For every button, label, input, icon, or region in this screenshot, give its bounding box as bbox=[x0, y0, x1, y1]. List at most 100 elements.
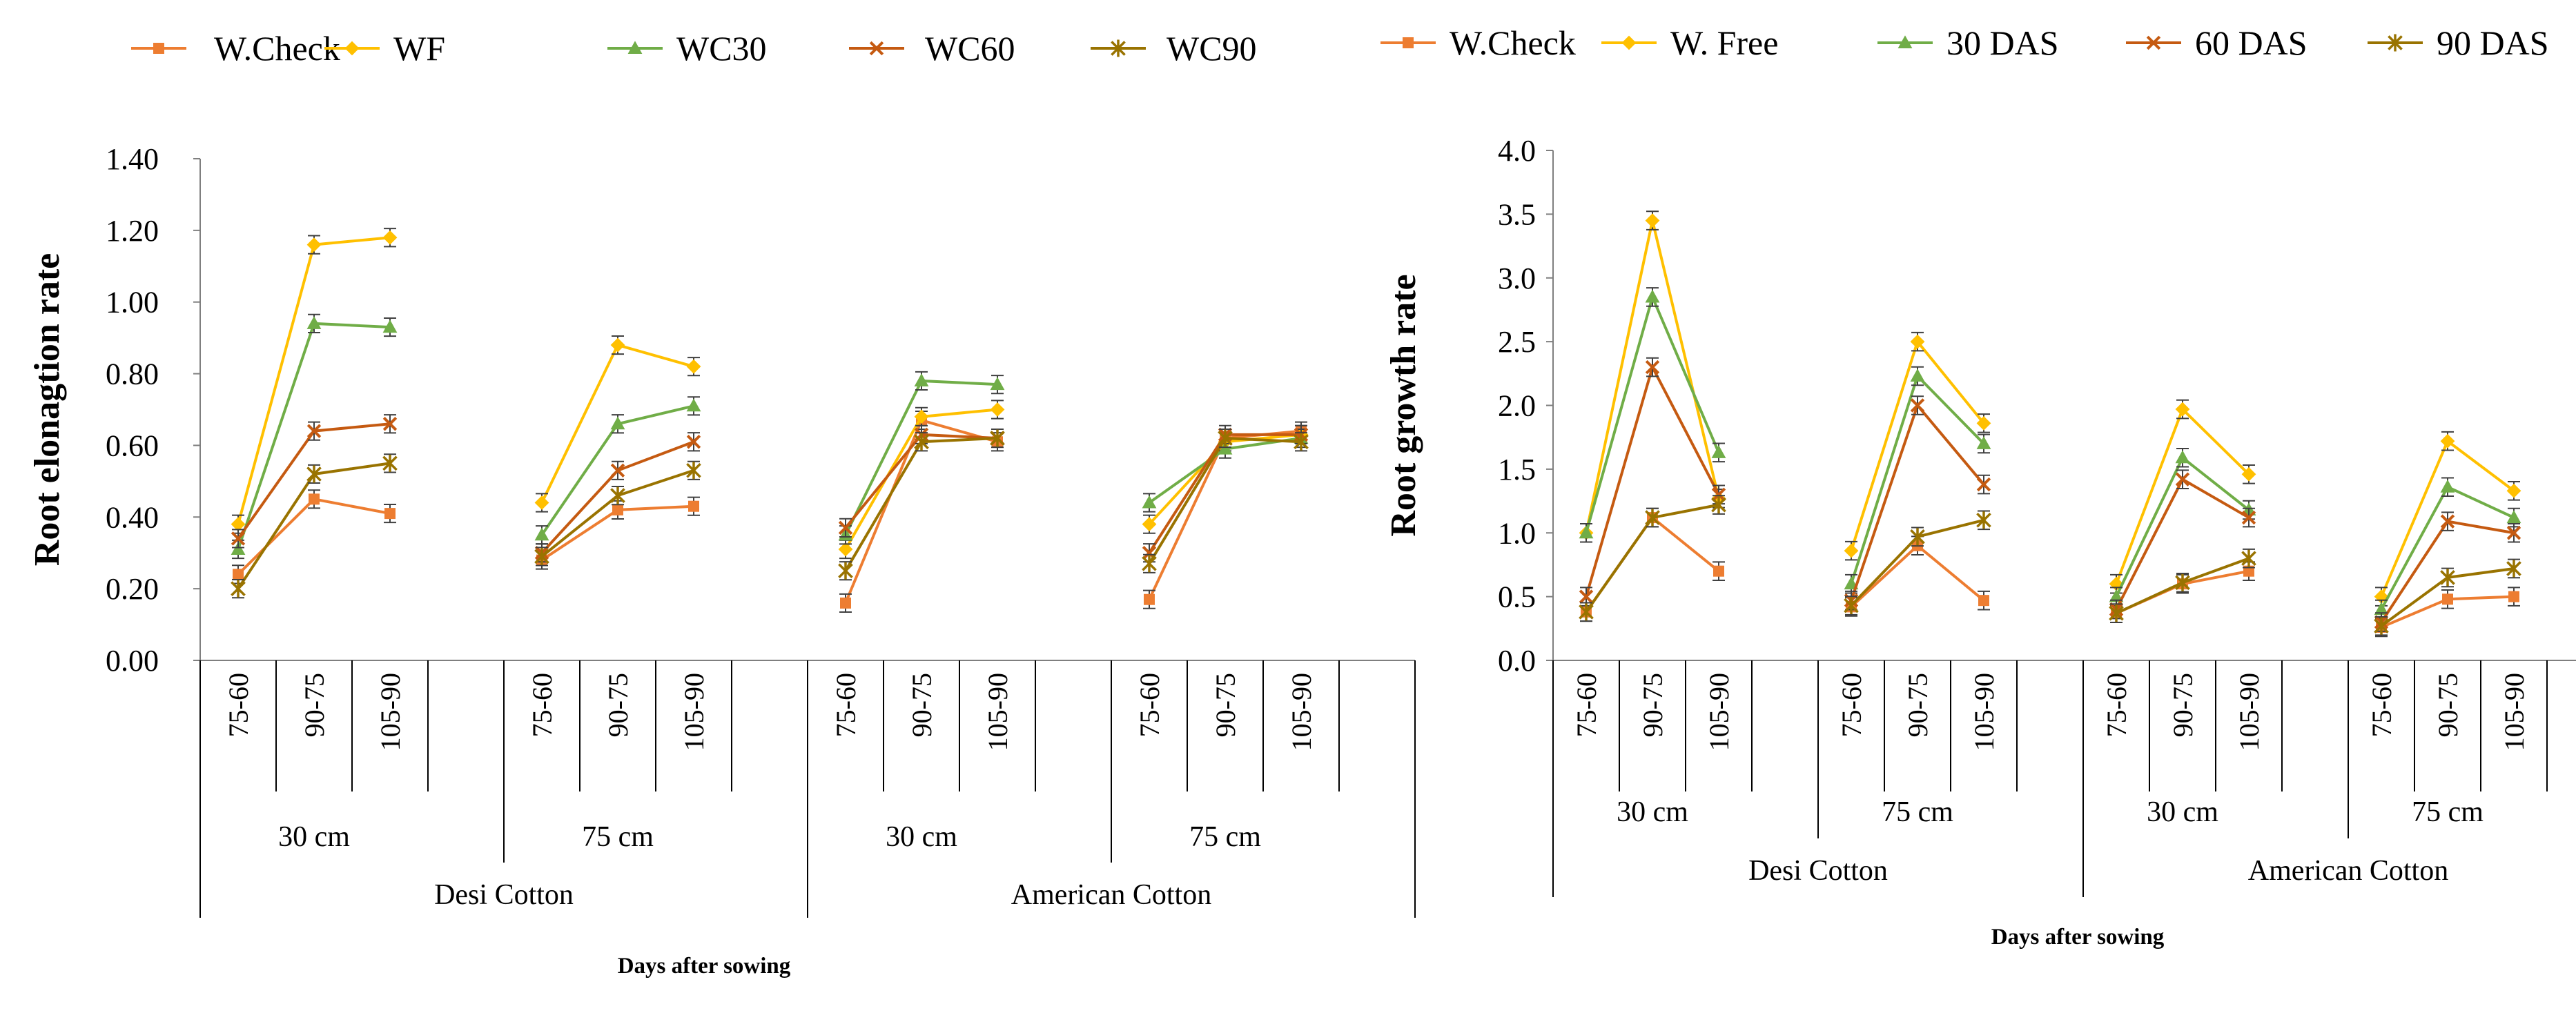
y-tick-label: 1.00 bbox=[106, 286, 159, 319]
marker-x bbox=[2506, 526, 2521, 540]
marker-star bbox=[534, 547, 549, 565]
spacing-label: 30 cm bbox=[886, 821, 957, 853]
marker-diamond bbox=[306, 237, 322, 253]
marker-star bbox=[1579, 603, 1594, 621]
marker-triangle bbox=[1711, 445, 1726, 458]
marker-star bbox=[2109, 604, 2124, 622]
marker-star bbox=[1645, 509, 1660, 527]
marker-star bbox=[2388, 34, 2403, 52]
series-5 bbox=[1579, 495, 2521, 636]
y-axis-label: Root growth rate bbox=[1384, 274, 1423, 536]
marker-star bbox=[2175, 573, 2190, 591]
spacing-label: 75 cm bbox=[582, 821, 654, 853]
y-tick-label: 0.40 bbox=[106, 500, 159, 534]
marker-diamond bbox=[1645, 213, 1660, 228]
x-axis-label: Days after sowing bbox=[618, 954, 791, 978]
marker-triangle bbox=[382, 319, 398, 333]
marker-triangle bbox=[914, 373, 929, 386]
y-tick-label: 0.5 bbox=[1498, 580, 1536, 614]
marker-star bbox=[2440, 569, 2455, 587]
marker-diamond bbox=[990, 402, 1005, 417]
y-tick-label: 0.0 bbox=[1498, 644, 1536, 678]
interval-label: 105-90 bbox=[2499, 673, 2530, 751]
marker-diamond bbox=[1910, 334, 1925, 349]
crop-label: Desi Cotton bbox=[434, 879, 574, 911]
marker-diamond bbox=[382, 230, 398, 245]
y-tick-label: 1.40 bbox=[106, 142, 159, 176]
series-line bbox=[237, 498, 391, 576]
y-axis-label: Root elonagtion rate bbox=[28, 253, 67, 566]
legend-label: W.Check bbox=[214, 29, 340, 68]
marker-x bbox=[610, 463, 625, 478]
marker-x bbox=[1579, 589, 1594, 604]
y-tick-label: 1.5 bbox=[1498, 453, 1536, 486]
marker-star bbox=[990, 429, 1005, 447]
marker-star bbox=[2506, 560, 2521, 578]
marker-diamond bbox=[1976, 415, 1991, 431]
marker-triangle bbox=[2440, 479, 2455, 493]
legend-label: WC60 bbox=[925, 29, 1015, 68]
interval-label: 105-90 bbox=[982, 673, 1013, 751]
marker-diamond bbox=[1142, 517, 1157, 532]
legend-item-2: WF bbox=[324, 29, 445, 68]
y-tick-label: 0.00 bbox=[106, 644, 159, 678]
marker-x bbox=[231, 531, 246, 546]
marker-star bbox=[1711, 496, 1726, 514]
marker-triangle bbox=[2506, 510, 2521, 524]
y-tick-label: 2.0 bbox=[1498, 389, 1536, 423]
chart-2: W.Check W. Free 30 DAS 60 DAS 90 DAS 0.0 0.5 1.… bbox=[1380, 23, 2576, 950]
marker-triangle bbox=[1976, 436, 1991, 449]
marker-x bbox=[2175, 472, 2190, 486]
interval-label: 75-60 bbox=[2101, 673, 2132, 737]
marker-square bbox=[2508, 591, 2519, 602]
legend-label: WC30 bbox=[676, 29, 767, 68]
x-axis-label: Days after sowing bbox=[1991, 925, 2165, 950]
legend-label: WF bbox=[393, 29, 445, 68]
y-tick-label: 1.20 bbox=[106, 214, 159, 248]
marker-triangle bbox=[306, 316, 322, 329]
legend-item-4: 60 DAS bbox=[2126, 23, 2307, 62]
marker-star bbox=[610, 486, 625, 504]
marker-square bbox=[309, 493, 320, 505]
interval-label: 105-90 bbox=[375, 673, 406, 751]
series-line bbox=[1850, 402, 1985, 601]
spacing-label: 30 cm bbox=[278, 821, 350, 853]
interval-label: 105-90 bbox=[1704, 673, 1735, 751]
marker-diamond bbox=[2506, 483, 2521, 498]
interval-label: 75-60 bbox=[1836, 673, 1867, 737]
spacing-label: 75 cm bbox=[1189, 821, 1261, 853]
marker-square bbox=[2442, 593, 2453, 605]
interval-label: 90-75 bbox=[1902, 673, 1933, 737]
interval-label: 90-75 bbox=[1637, 673, 1668, 737]
interval-label: 90-75 bbox=[603, 673, 634, 737]
marker-square bbox=[2243, 565, 2254, 577]
marker-x bbox=[838, 520, 853, 535]
legend-item-5: WC90 bbox=[1091, 29, 1257, 68]
marker-triangle bbox=[2175, 450, 2190, 464]
marker-star bbox=[382, 454, 398, 472]
marker-star bbox=[914, 433, 929, 451]
spacing-label: 30 cm bbox=[2147, 796, 2218, 828]
marker-star bbox=[2374, 617, 2389, 635]
spacing-label: 75 cm bbox=[2412, 796, 2484, 828]
interval-label: 105-90 bbox=[1286, 673, 1317, 751]
marker-x bbox=[306, 424, 322, 438]
marker-diamond bbox=[2241, 466, 2256, 482]
interval-label: 75-60 bbox=[1134, 673, 1165, 737]
marker-star bbox=[1844, 597, 1859, 615]
marker-triangle bbox=[534, 527, 549, 541]
marker-diamond bbox=[534, 495, 549, 510]
marker-diamond bbox=[2440, 433, 2455, 449]
legend-item-2: W. Free bbox=[1601, 23, 1778, 62]
y-tick-label: 0.80 bbox=[106, 357, 159, 391]
marker-triangle bbox=[610, 416, 625, 430]
series-5 bbox=[231, 428, 1309, 599]
interval-label: 75-60 bbox=[2366, 673, 2397, 737]
legend-item-1: W.Check bbox=[1380, 23, 1576, 62]
marker-triangle bbox=[686, 398, 701, 412]
legend-item-3: 30 DAS bbox=[1877, 23, 2059, 62]
interval-label: 90-75 bbox=[906, 673, 937, 737]
marker-diamond bbox=[344, 41, 360, 56]
